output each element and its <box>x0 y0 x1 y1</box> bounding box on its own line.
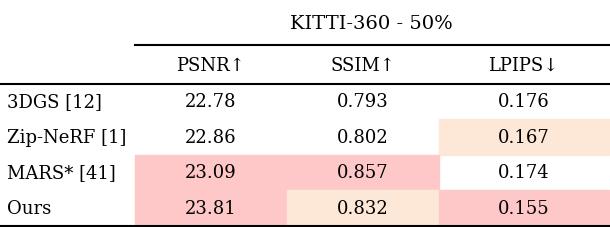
Text: KITTI-360 - 50%: KITTI-360 - 50% <box>290 15 453 33</box>
Bar <box>135 155 287 190</box>
Text: 23.09: 23.09 <box>185 164 237 182</box>
Text: SSIM↑: SSIM↑ <box>330 56 395 74</box>
Bar <box>287 155 439 190</box>
Text: 0.167: 0.167 <box>498 128 550 146</box>
Text: Ours: Ours <box>7 199 52 217</box>
Text: 22.78: 22.78 <box>185 93 237 111</box>
Text: 0.174: 0.174 <box>498 164 550 182</box>
Text: PSNR↑: PSNR↑ <box>176 56 245 74</box>
Text: 0.857: 0.857 <box>337 164 389 182</box>
Text: 0.176: 0.176 <box>498 93 550 111</box>
Bar <box>439 190 609 226</box>
Text: 23.81: 23.81 <box>185 199 237 217</box>
Text: LPIPS↓: LPIPS↓ <box>489 56 559 74</box>
Text: 0.155: 0.155 <box>498 199 550 217</box>
Text: 0.832: 0.832 <box>337 199 389 217</box>
Bar <box>287 190 439 226</box>
Text: 0.802: 0.802 <box>337 128 389 146</box>
Bar <box>439 120 609 155</box>
Text: Zip-NeRF [1]: Zip-NeRF [1] <box>7 128 127 146</box>
Text: 0.793: 0.793 <box>337 93 389 111</box>
Bar <box>135 190 287 226</box>
Text: MARS* [41]: MARS* [41] <box>7 164 117 182</box>
Text: 3DGS [12]: 3DGS [12] <box>7 93 102 111</box>
Text: 22.86: 22.86 <box>185 128 237 146</box>
